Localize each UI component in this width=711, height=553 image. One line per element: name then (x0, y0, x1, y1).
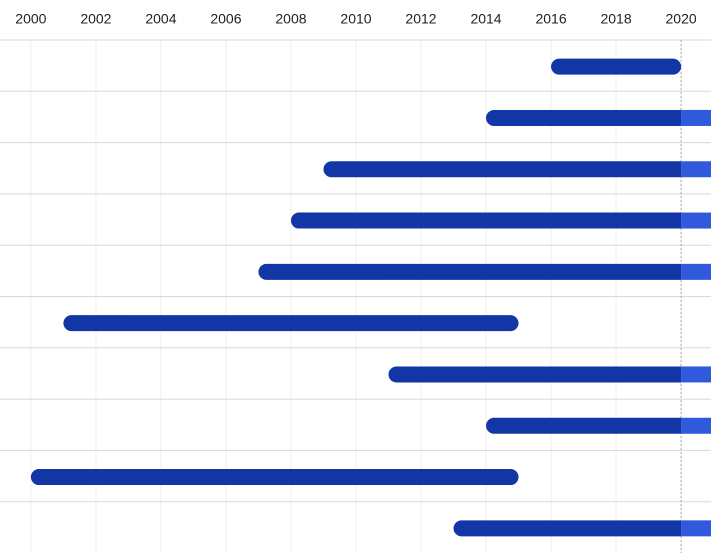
x-tick-label: 2018 (600, 11, 631, 27)
bar-ongoing (681, 417, 711, 434)
bar-ongoing (681, 520, 711, 537)
x-tick-label: 2014 (470, 11, 501, 27)
x-tick-label: 2006 (210, 11, 241, 27)
bar (486, 417, 682, 434)
x-tick-label: 2012 (405, 11, 436, 27)
bar (388, 366, 682, 383)
bar (551, 58, 682, 75)
bar (258, 263, 682, 280)
bar (63, 315, 519, 332)
x-tick-label: 2004 (145, 11, 176, 27)
x-tick-label: 2002 (80, 11, 111, 27)
bar (453, 520, 682, 537)
bar (323, 161, 682, 178)
bar (30, 469, 519, 486)
x-tick-label: 2008 (275, 11, 306, 27)
bar (486, 109, 682, 126)
x-tick-label: 2000 (15, 11, 46, 27)
x-tick-label: 2010 (340, 11, 371, 27)
bar (290, 212, 682, 229)
bar-ongoing (681, 161, 711, 178)
x-tick-label: 2016 (535, 11, 566, 27)
bar-ongoing (681, 109, 711, 126)
bar-ongoing (681, 212, 711, 229)
bar-ongoing (681, 263, 711, 280)
x-tick-label: 2020 (666, 11, 697, 27)
bar-ongoing (681, 366, 711, 383)
